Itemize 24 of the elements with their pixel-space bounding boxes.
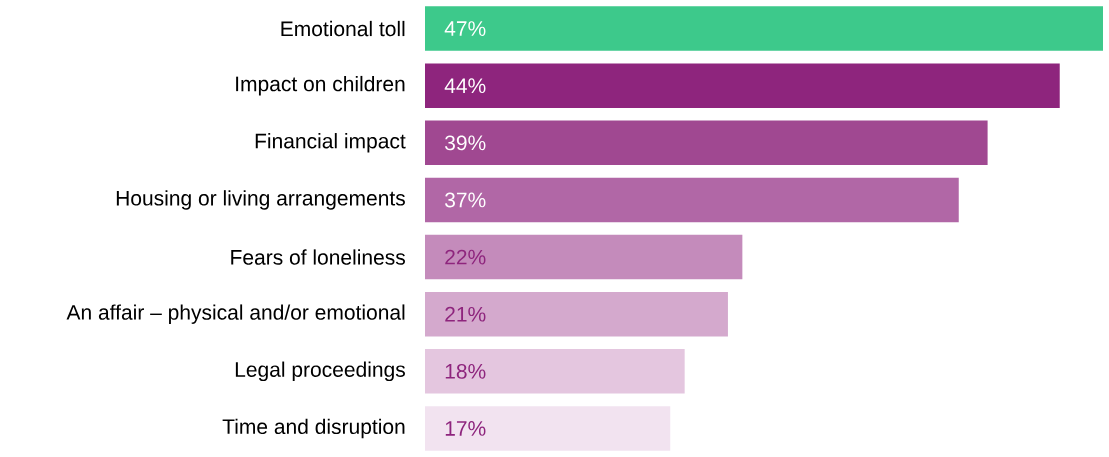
y-tick-label: An affair – physical and/or emotional (66, 304, 405, 324)
data-label: 44% (444, 78, 486, 94)
data-label: 17% (445, 421, 486, 436)
data-label: 37% (445, 192, 486, 208)
bar (425, 120, 988, 166)
y-tick-label: Time and disruption (222, 418, 405, 439)
data-label: 39% (445, 135, 486, 151)
data-label: 18% (445, 363, 486, 379)
bar (425, 406, 671, 451)
y-tick-label: Fears of loneliness (231, 249, 405, 265)
bar (425, 291, 728, 337)
y-tick-label: Legal proceedings (235, 361, 405, 382)
bar (425, 177, 959, 223)
y-tick-label: Impact on children (236, 75, 405, 96)
data-label: 21% (445, 306, 486, 322)
data-label: 47% (444, 21, 486, 36)
bar (425, 63, 1060, 108)
bar (425, 349, 685, 394)
bar (425, 6, 1103, 51)
data-label: 22% (445, 249, 486, 265)
y-tick-label: Financial impact (255, 133, 406, 153)
y-tick-label: Housing or living arrangements (116, 190, 405, 210)
y-tick-label: Emotional toll (281, 20, 405, 37)
bar (425, 234, 743, 280)
